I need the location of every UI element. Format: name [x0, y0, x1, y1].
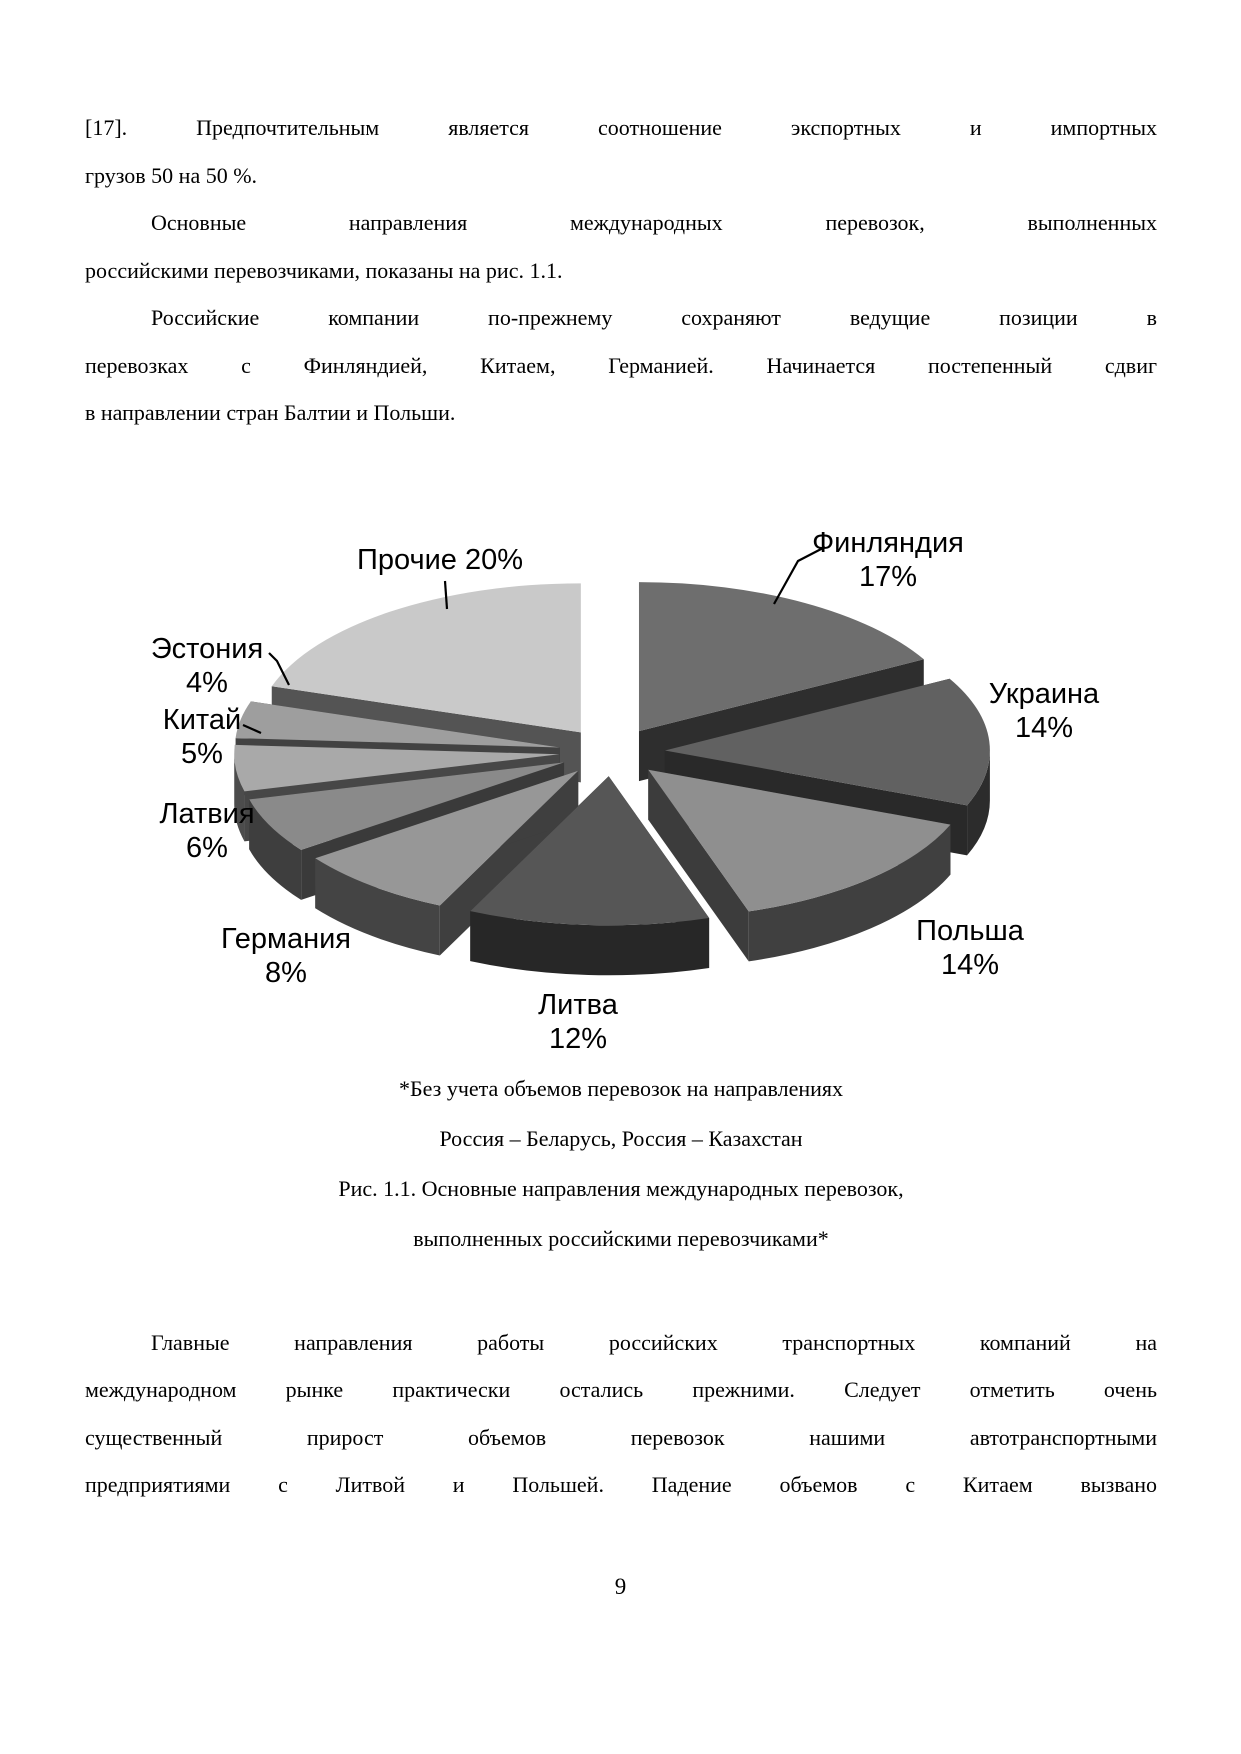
pie-slice-top [234, 744, 560, 791]
pie-slice-wall [315, 857, 440, 956]
pie-slice-side [648, 769, 749, 961]
figure-1-1: Финляндия 17% Украина 14% Польша 14% Литва 12% Г… [85, 449, 1157, 1064]
pie-slice-top [648, 769, 951, 911]
pie-slice-wall [967, 749, 990, 855]
label-leader-line [242, 723, 262, 734]
body-text-line: российскими перевозчиками, показаны на р… [85, 257, 563, 283]
slice-label: Польша 14% [916, 915, 1025, 981]
pie-slice-top [638, 581, 924, 731]
figure-caption-line: выполненных российскими перевозчиками* [413, 1225, 829, 1251]
paragraph-2: Основные направления международных перев… [85, 199, 1157, 294]
pie-slice-top [249, 761, 565, 850]
slice-label: Германия 8% [221, 923, 351, 989]
paragraph-3: Российские компании по-прежнему сохраняю… [85, 294, 1157, 437]
body-text-line: в направлении стран Балтии и Польши. [85, 400, 456, 425]
slice-label: Финляндия 17% [812, 527, 964, 593]
pie-slice-top [271, 582, 581, 732]
pie-slice-wall [249, 798, 302, 900]
body-text-line: перевозках с Финляндией, Китаем, Германи… [85, 352, 1157, 378]
pie-slice-wall [748, 824, 951, 961]
pie-slice-top [470, 775, 710, 925]
pie-slice-wall [234, 753, 245, 841]
slice-label: Литва 12% [538, 989, 619, 1055]
body-text-line: [17]. Предпочтительным является соотноше… [85, 115, 1157, 140]
label-leader-line [268, 651, 290, 685]
pie-slice-top [235, 700, 560, 747]
body-text-line: Российские компании по-прежнему сохраняю… [151, 305, 1157, 330]
body-text-line: грузов 50 на 50 %. [85, 162, 258, 188]
slice-label: Украина 14% [989, 678, 1100, 744]
pie-slice-wall [470, 910, 710, 975]
slice-label: Китай 5% [163, 704, 241, 770]
body-text-line: существенный прирост объемов перевозок н… [85, 1424, 1157, 1450]
paragraph-4: Главные направления работы российских тр… [85, 1319, 1157, 1509]
body-text-line: Главные направления работы российских тр… [151, 1329, 1157, 1355]
figure-caption-block: *Без учета объемов перевозок на направле… [85, 1064, 1157, 1264]
figure-caption-line: Рис. 1.1. Основные направления междунаро… [338, 1175, 904, 1201]
figure-note-line: Россия – Беларусь, Россия – Казахстан [439, 1125, 803, 1151]
body-text-line: Основные направления международных перев… [151, 210, 1157, 235]
slice-label: Латвия 6% [159, 798, 254, 864]
pie-chart: Финляндия 17% Украина 14% Польша 14% Литва 12% Г… [151, 527, 1100, 1055]
slice-label: Эстония 4% [151, 633, 263, 699]
label-leader-line [443, 580, 449, 609]
page-content: [17]. Предпочтительным является соотноше… [85, 104, 1157, 1509]
pie-slice-top [315, 770, 579, 906]
slice-label: Прочие 20% [357, 544, 523, 576]
label-leader-line [773, 545, 826, 605]
paragraph-1: [17]. Предпочтительным является соотноше… [85, 104, 1157, 199]
figure-note-line: *Без учета объемов перевозок на направле… [398, 1075, 844, 1101]
pie-slice-top [664, 678, 990, 805]
body-text-line: предприятиями с Литвой и Польшей. Падени… [85, 1472, 1157, 1497]
page-number: 9 [614, 1574, 627, 1599]
body-text-line: международном рынке практически остались… [85, 1377, 1157, 1402]
